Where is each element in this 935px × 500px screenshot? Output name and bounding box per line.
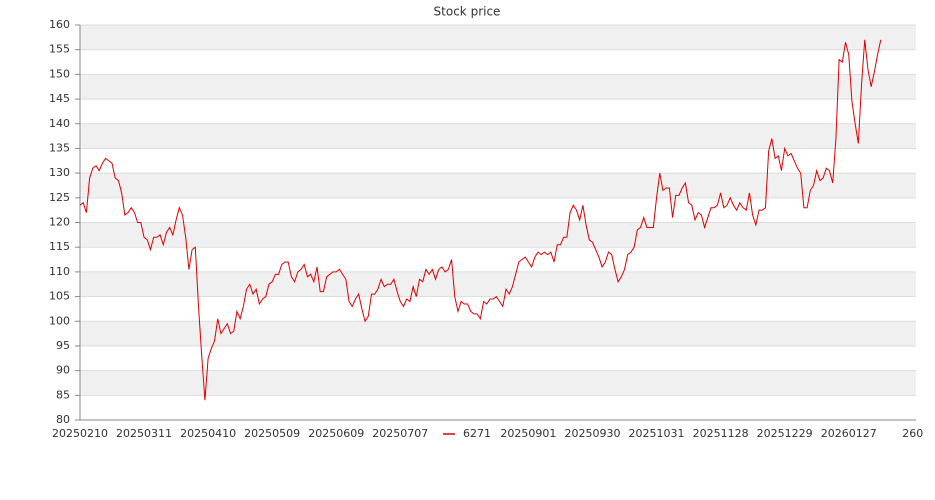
- y-tick-label: 110: [49, 265, 70, 278]
- x-tick-label: 20250609: [308, 427, 364, 440]
- grid-band: [80, 74, 916, 100]
- grid-band: [80, 25, 916, 50]
- x-tick-label: 20250410: [180, 427, 236, 440]
- chart-title: Stock price: [434, 5, 501, 19]
- y-tick-label: 125: [49, 191, 70, 204]
- x-tick-label: 20250930: [564, 427, 620, 440]
- y-tick-label: 115: [49, 240, 70, 253]
- x-tick-label: 20250707: [372, 427, 428, 440]
- y-tick-label: 155: [49, 43, 70, 56]
- y-tick-label: 120: [49, 216, 70, 229]
- legend-bg: [459, 427, 489, 441]
- x-tick-label: 20250311: [116, 427, 172, 440]
- x-tick-label: 20250509: [244, 427, 300, 440]
- grid-band: [80, 123, 916, 149]
- x-tick-label: 20250901: [500, 427, 556, 440]
- x-tick-label: 20260127: [821, 427, 877, 440]
- x-tick-label: 20251229: [757, 427, 813, 440]
- y-tick-label: 100: [49, 314, 70, 327]
- line-series: [79, 39, 882, 401]
- y-tick-label: 150: [49, 67, 70, 80]
- y-tick-label: 135: [49, 141, 70, 154]
- legend-label: 6271: [463, 427, 491, 440]
- x-tick-label: 20251128: [693, 427, 749, 440]
- x-tick-label: 20251031: [629, 427, 685, 440]
- y-tick-label: 130: [49, 166, 70, 179]
- grid-band: [80, 173, 916, 198]
- y-tick-label: 90: [56, 364, 70, 377]
- grid-band: [80, 222, 916, 248]
- y-tick-label: 95: [56, 339, 70, 352]
- grid-band: [80, 321, 916, 346]
- y-tick-label: 160: [49, 18, 70, 31]
- y-tick-label: 85: [56, 388, 70, 401]
- y-tick-label: 105: [49, 290, 70, 303]
- y-tick-label: 140: [49, 117, 70, 130]
- x-tick-label: 20250210: [52, 427, 108, 440]
- x-tick-label: 260: [902, 427, 923, 440]
- grid-band: [80, 370, 916, 396]
- y-tick-label: 80: [56, 413, 70, 426]
- grid-band: [80, 271, 916, 297]
- y-tick-label: 145: [49, 92, 70, 105]
